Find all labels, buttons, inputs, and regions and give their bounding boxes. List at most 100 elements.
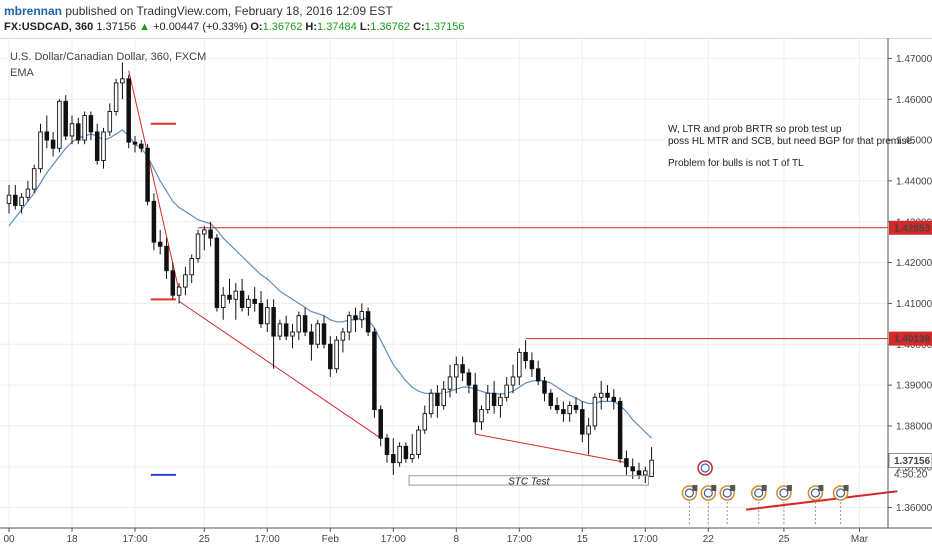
- candle-body-13: [88, 115, 94, 133]
- low-value: 1.36762: [370, 21, 410, 33]
- x-tick-label-8: 17:00: [507, 534, 532, 545]
- event-flag-icon-6: [835, 488, 846, 498]
- price-label-0: 1.42853: [894, 223, 931, 234]
- up-arrow-icon: ▲: [139, 21, 151, 33]
- candle-body-25: [164, 245, 169, 272]
- high-value: 1.37484: [317, 21, 357, 33]
- event-count-badge-0: [692, 485, 698, 491]
- candle-body-62: [397, 445, 402, 464]
- publish-line: mbrennan published on TradingView.com, F…: [4, 4, 393, 18]
- candle-body-10: [69, 123, 75, 137]
- candle-body-24: [157, 241, 163, 247]
- candle-body-68: [435, 392, 440, 406]
- candle-body-93: [592, 396, 598, 427]
- x-tick-label-6: 17:00: [381, 534, 406, 545]
- event-flag-icon-0: [684, 488, 695, 498]
- candle-body-67: [428, 392, 434, 415]
- candle-body-1: [13, 194, 18, 206]
- annotation-line-1: W, LTR and prob BRTR so prob test up: [668, 124, 842, 135]
- change-value: +0.00447 (+0.33%): [153, 21, 248, 33]
- stc-test-rect[interactable]: [408, 475, 649, 486]
- high-label: H:: [305, 21, 318, 33]
- event-flag-icon-upper: [700, 463, 710, 473]
- candle-body-73: [466, 372, 472, 386]
- author-link[interactable]: mbrennan: [4, 4, 63, 18]
- candle-body-37: [239, 290, 245, 308]
- candle-body-6: [44, 131, 50, 141]
- candle-body-30: [195, 233, 201, 259]
- candle-body-29: [189, 258, 194, 276]
- y-tick-label-1: 1.46000: [896, 95, 932, 106]
- candle-body-84: [535, 368, 541, 382]
- event-flag-icon-1: [703, 488, 713, 498]
- x-tick-label-10: 17:00: [633, 534, 658, 545]
- y-tick-label-2: 1.45000: [896, 136, 932, 147]
- axes: 1.470001.460001.450001.440001.430001.420…: [0, 38, 932, 545]
- price-label-2: 1.37156: [894, 456, 931, 467]
- annotation-line-2: poss HL MTR and SCB, but need BGP for th…: [668, 136, 915, 147]
- candle-body-9: [63, 100, 68, 137]
- candle-body-63: [403, 445, 409, 460]
- candle-body-52: [334, 339, 339, 370]
- candle-body-86: [548, 392, 554, 406]
- x-tick-label-9: 15: [577, 534, 589, 545]
- event-count-badge-3: [761, 485, 767, 491]
- candle-body-80: [510, 376, 516, 386]
- candle-body-49: [315, 323, 320, 345]
- drawing-lines[interactable]: [128, 70, 898, 511]
- candle-body-65: [416, 429, 421, 455]
- candle-body-55: [353, 315, 358, 321]
- candle-body-92: [586, 425, 591, 435]
- candle-body-69: [441, 388, 446, 406]
- price-label-1: 1.40138: [894, 334, 931, 345]
- candle-body-41: [265, 307, 270, 325]
- open-value: 1.36762: [262, 21, 303, 33]
- candle-body-88: [561, 409, 566, 415]
- open-label: O:: [250, 21, 263, 33]
- annotation-note[interactable]: W, LTR and prob BRTR so prob test up pos…: [668, 124, 915, 169]
- price-labels: 1.42853 1.40138 1.37156 4:50:20: [888, 220, 932, 480]
- grid: [0, 38, 888, 528]
- candle-body-17: [113, 82, 119, 112]
- stc-test-box[interactable]: STC Test: [408, 475, 649, 488]
- candle-body-51: [328, 343, 333, 370]
- event-markers[interactable]: [681, 460, 849, 526]
- candle-body-54: [346, 315, 352, 333]
- candle-body-12: [82, 115, 87, 141]
- candle-body-40: [258, 302, 264, 325]
- candle-body-4: [31, 168, 37, 190]
- candle-body-75: [479, 409, 484, 423]
- event-count-badge-6: [843, 485, 849, 491]
- candle-body-66: [422, 413, 428, 431]
- candle-body-58: [372, 331, 377, 411]
- x-tick-label-12: 25: [778, 534, 790, 545]
- candle-body-2: [19, 196, 24, 206]
- y-tick-label-0: 1.47000: [896, 54, 932, 65]
- candle-body-38: [246, 298, 251, 308]
- candle-body-96: [611, 396, 617, 402]
- x-tick-label-1: 18: [66, 534, 78, 545]
- candle-body-11: [76, 123, 81, 141]
- event-count-badge-4: [786, 485, 792, 491]
- trend-line-4: [475, 433, 627, 464]
- candle-body-19: [126, 78, 131, 143]
- candle-body-79: [504, 384, 509, 398]
- candle-body-94: [598, 392, 604, 398]
- candle-body-99: [630, 466, 635, 472]
- x-tick-label-3: 25: [199, 534, 211, 545]
- candle-body-22: [145, 147, 150, 202]
- x-tick-label-0: 00: [3, 534, 15, 545]
- candle-body-61: [391, 454, 396, 464]
- close-label: C:: [413, 21, 425, 33]
- event-flag-icon-3: [754, 488, 764, 498]
- candle-body-83: [529, 360, 535, 370]
- candle-body-100: [636, 470, 642, 476]
- candle-body-39: [252, 298, 257, 304]
- candle-body-27: [176, 286, 182, 296]
- event-count-badge-5: [818, 485, 824, 491]
- candle-body-45: [290, 331, 295, 337]
- countdown-label: 4:50:20: [894, 469, 928, 480]
- candle-body-57: [365, 311, 371, 333]
